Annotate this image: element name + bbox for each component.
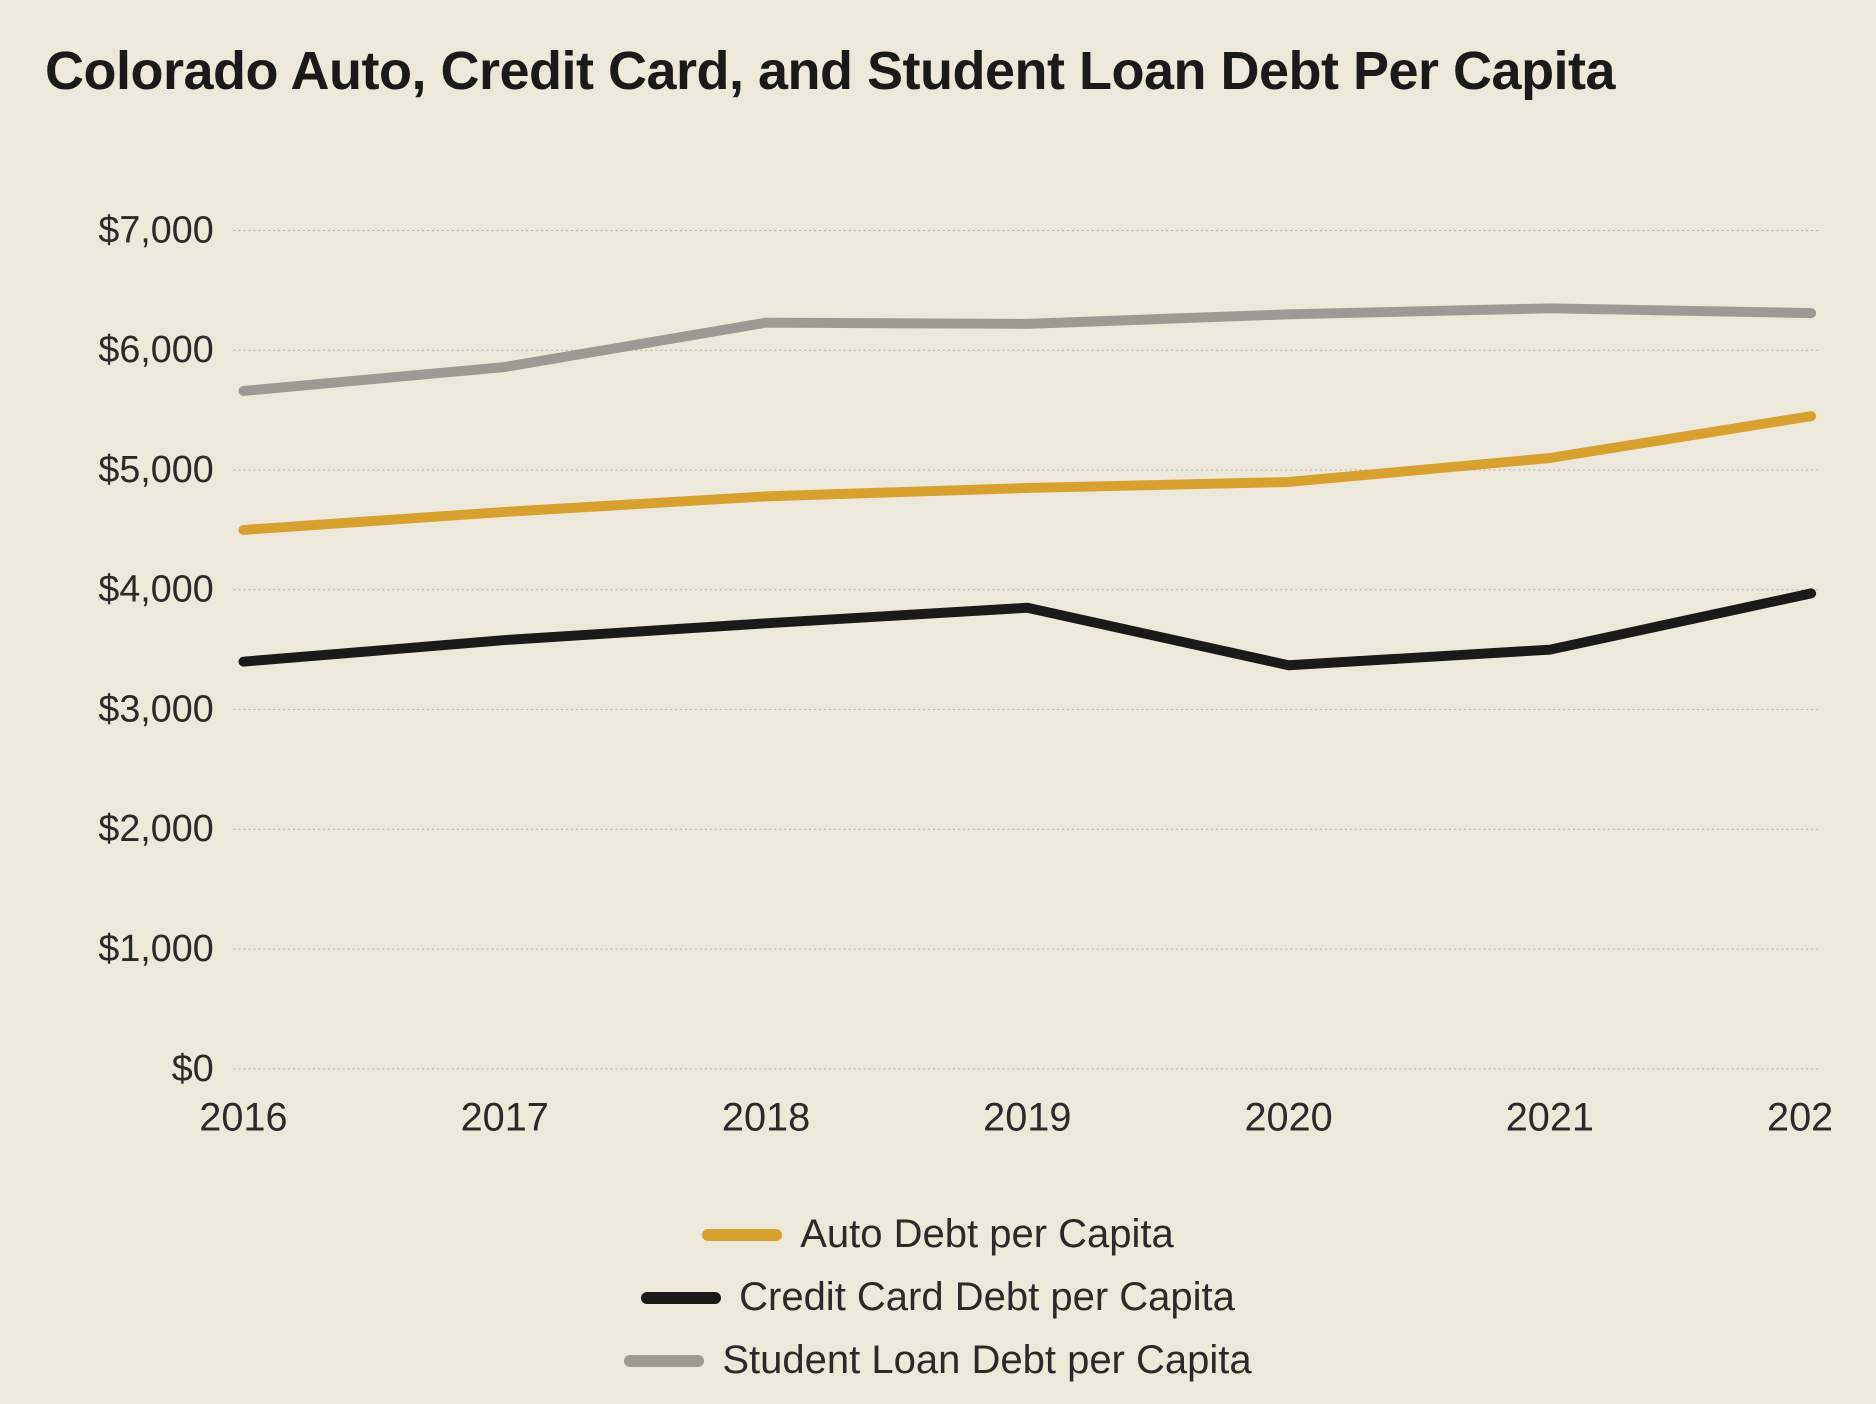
x-axis-tick-label: 2018 <box>722 1095 810 1139</box>
chart-legend: Auto Debt per Capita Credit Card Debt per… <box>45 1212 1831 1383</box>
legend-item: Credit Card Debt per Capita <box>641 1275 1235 1320</box>
x-axis-tick-label: 2020 <box>1244 1095 1332 1139</box>
legend-item: Student Loan Debt per Capita <box>624 1338 1251 1383</box>
y-axis-tick-label: $2,000 <box>98 807 213 849</box>
x-axis-tick-label: 2021 <box>1506 1095 1594 1139</box>
chart-title: Colorado Auto, Credit Card, and Student … <box>45 40 1831 102</box>
y-axis-tick-label: $1,000 <box>98 927 213 969</box>
series-line <box>243 593 1811 665</box>
legend-label: Auto Debt per Capita <box>800 1212 1174 1257</box>
x-axis-tick-label: 2022 <box>1767 1095 1831 1139</box>
legend-label: Student Loan Debt per Capita <box>722 1338 1251 1383</box>
legend-item: Auto Debt per Capita <box>702 1212 1174 1257</box>
x-axis-tick-label: 2016 <box>199 1095 287 1139</box>
y-axis-tick-label: $3,000 <box>98 687 213 729</box>
legend-swatch <box>702 1229 782 1241</box>
legend-label: Credit Card Debt per Capita <box>739 1275 1235 1320</box>
series-line <box>243 308 1811 391</box>
legend-swatch <box>624 1355 704 1367</box>
y-axis-tick-label: $4,000 <box>98 568 213 610</box>
y-axis-tick-label: $0 <box>172 1047 214 1089</box>
chart-container: $0 $1,000 $2,000 $3,000 $4,000 $5,000 $6,000 $7… <box>45 132 1831 1212</box>
y-axis-tick-label: $6,000 <box>98 328 213 370</box>
legend-swatch <box>641 1292 721 1304</box>
y-axis-tick-label: $5,000 <box>98 448 213 490</box>
x-axis-tick-label: 2019 <box>983 1095 1071 1139</box>
x-axis-tick-label: 2017 <box>461 1095 549 1139</box>
line-chart-svg: $0 $1,000 $2,000 $3,000 $4,000 $5,000 $6,000 $7… <box>45 132 1831 1212</box>
series-line <box>243 416 1811 530</box>
y-axis-tick-label: $7,000 <box>98 208 213 250</box>
